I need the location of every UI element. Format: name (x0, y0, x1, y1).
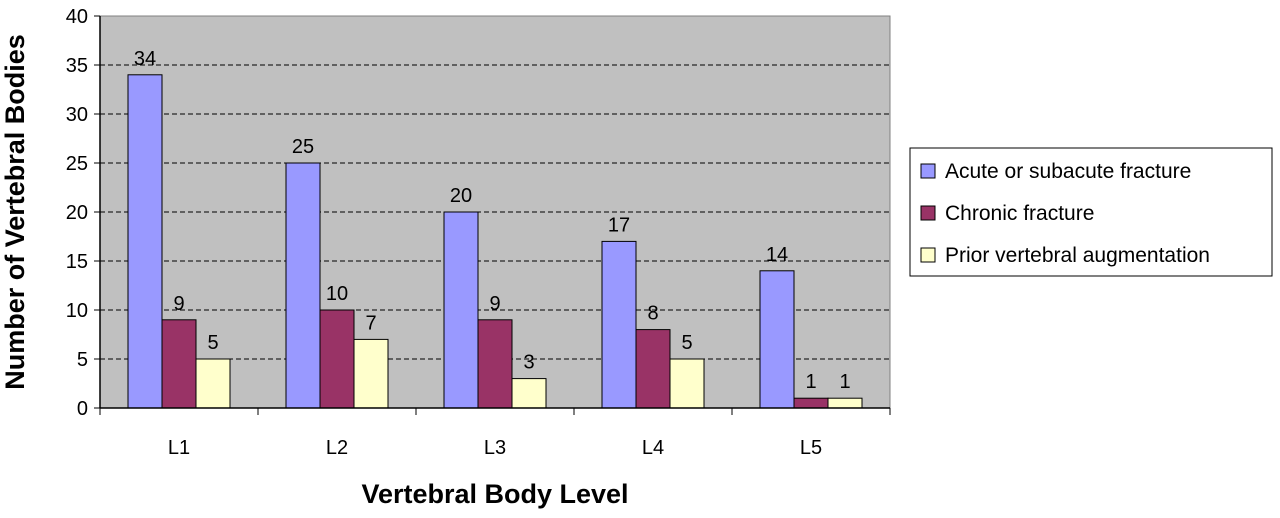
y-tick-label: 25 (66, 153, 88, 175)
data-label-l4-series-1: 17 (608, 214, 630, 236)
bar-l3-series-1 (443, 211, 479, 409)
data-label-l4-series-2: 8 (647, 303, 658, 325)
y-tick-label: 10 (66, 300, 88, 322)
bar-l5-series-3 (827, 397, 863, 409)
y-tick-label: 0 (77, 398, 88, 420)
legend: Acute or subacute fracture Chronic fract… (909, 147, 1273, 277)
data-label-l1-series-3: 5 (207, 332, 218, 354)
x-tick-label: L2 (326, 437, 348, 459)
bar-l4-series-1 (601, 240, 637, 409)
y-tick-label: 35 (66, 55, 88, 77)
gridlines (100, 64, 890, 360)
bar-l3-series-2 (477, 319, 513, 409)
data-label-l1-series-1: 34 (134, 48, 156, 70)
bar-l2-series-3 (353, 338, 389, 409)
bar-l1-series-3 (195, 358, 231, 409)
data-label-l1-series-2: 9 (173, 293, 184, 315)
bar-l2-series-2 (319, 309, 355, 409)
legend-swatch-prior (920, 247, 936, 263)
legend-label-prior: Prior vertebral augmentation (945, 244, 1210, 267)
x-tick-label: L3 (484, 437, 506, 459)
legend-swatch-acute (920, 163, 936, 179)
data-label-l2-series-3: 7 (365, 312, 376, 334)
x-tick-label: L1 (168, 437, 190, 459)
x-tick-label: L4 (642, 437, 664, 459)
bar-l3-series-3 (511, 378, 547, 409)
bar-l1-series-1 (127, 74, 163, 409)
bar-l1-series-2 (161, 319, 197, 409)
data-label-l2-series-2: 10 (326, 283, 348, 305)
legend-swatch-chronic (920, 205, 936, 221)
legend-label-chronic: Chronic fracture (945, 202, 1094, 225)
legend-box (909, 147, 1273, 277)
data-labels: 34 9 5 25 10 7 20 9 3 17 8 5 14 1 1 (134, 48, 851, 393)
data-label-l5-series-1: 14 (766, 244, 788, 266)
y-tick-label: 30 (66, 104, 88, 126)
data-label-l3-series-3: 3 (523, 352, 534, 374)
data-label-l5-series-3: 1 (839, 371, 850, 393)
data-label-l3-series-1: 20 (450, 185, 472, 207)
data-label-l4-series-3: 5 (681, 332, 692, 354)
data-label-l3-series-2: 9 (489, 293, 500, 315)
bar-l4-series-3 (669, 358, 705, 409)
bar-l4-series-2 (635, 329, 671, 409)
data-label-l5-series-2: 1 (805, 371, 816, 393)
x-tick-label: L5 (800, 437, 822, 459)
bars (127, 74, 863, 409)
bar-l5-series-1 (759, 270, 795, 409)
x-axis-title: Vertebral Body Level (361, 479, 628, 509)
y-tick-label: 40 (66, 6, 88, 28)
y-axis-title: Number of Vertebral Bodies (0, 34, 30, 390)
bar-l2-series-1 (285, 162, 321, 409)
y-tick-label: 15 (66, 251, 88, 273)
data-label-l2-series-1: 25 (292, 136, 314, 158)
legend-label-acute: Acute or subacute fracture (945, 160, 1191, 183)
bar-l5-series-2 (793, 397, 829, 409)
y-tick-label: 5 (77, 349, 88, 371)
y-tick-label: 20 (66, 202, 88, 224)
